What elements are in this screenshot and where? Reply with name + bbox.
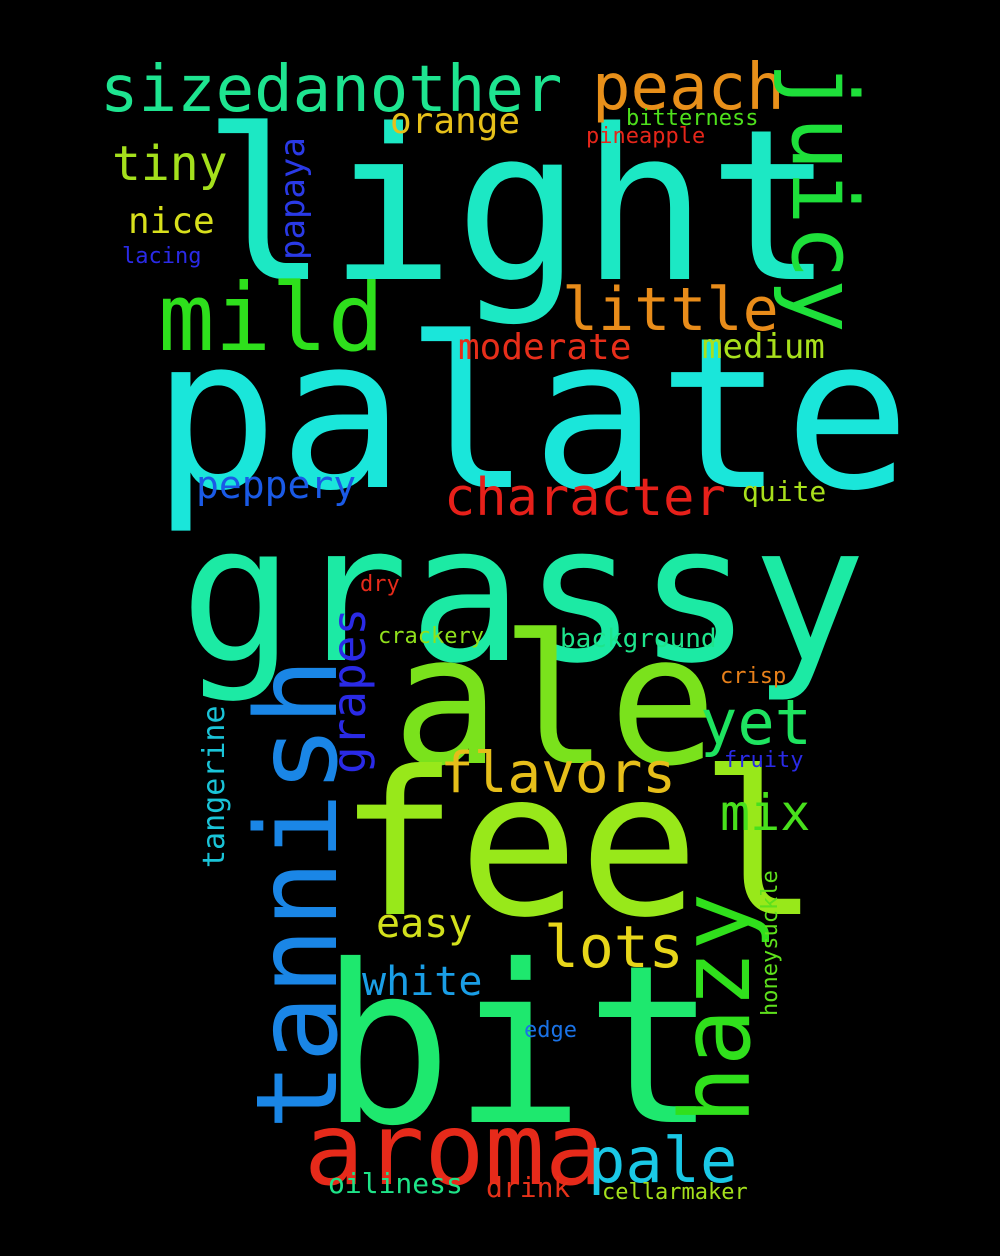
- word-orange: orange: [390, 101, 521, 142]
- word-bitterness: bitterness: [626, 106, 759, 131]
- word-oiliness: oiliness: [328, 1167, 463, 1200]
- word-aroma: aroma: [304, 1091, 606, 1208]
- word-character: character: [444, 468, 726, 528]
- word-papaya: papaya: [273, 137, 313, 260]
- word-juicy: juicy: [771, 62, 876, 333]
- word-peach: peach: [592, 51, 785, 125]
- word-peppery: peppery: [196, 463, 357, 507]
- word-little: little: [562, 275, 779, 345]
- word-mix: mix: [720, 784, 811, 842]
- word-edge: edge: [524, 1018, 577, 1043]
- word-feel: feel: [338, 729, 820, 962]
- word-drink: drink: [486, 1171, 571, 1204]
- word-hazy: hazy: [660, 892, 772, 1124]
- word-sizedanother: sizedanother: [100, 53, 563, 127]
- word-light: light: [202, 84, 835, 329]
- word-yet: yet: [700, 686, 812, 759]
- word-mild: mild: [158, 264, 385, 373]
- word-fruity: fruity: [724, 748, 804, 773]
- word-tiny: tiny: [112, 136, 228, 192]
- word-easy: easy: [376, 901, 473, 947]
- word-quite: quite: [742, 475, 827, 508]
- word-crackery: crackery: [378, 624, 484, 649]
- word-honeysuckle: honeysuckle: [758, 870, 783, 1016]
- word-flavors: flavors: [440, 741, 677, 806]
- word-nice: nice: [128, 201, 215, 242]
- word-lots: lots: [544, 913, 684, 981]
- word-moderate: moderate: [458, 327, 632, 368]
- word-bit: bit: [320, 918, 718, 1174]
- word-pale: pale: [588, 1124, 738, 1197]
- word-ale: ale: [392, 597, 718, 806]
- word-tangerine: tangerine: [197, 705, 232, 868]
- word-dry: dry: [360, 572, 400, 597]
- word-cellarmaker: cellarmaker: [602, 1180, 748, 1205]
- word-background: background: [560, 624, 717, 654]
- word-pineapple: pineapple: [586, 124, 706, 149]
- word-lacing: lacing: [122, 244, 202, 269]
- word-grassy: grassy: [180, 484, 867, 705]
- word-grapes: grapes: [322, 607, 376, 774]
- word-medium: medium: [702, 327, 825, 367]
- word-white: white: [362, 959, 483, 1005]
- word-palate: palate: [152, 292, 911, 537]
- word-crisp: crisp: [720, 664, 787, 689]
